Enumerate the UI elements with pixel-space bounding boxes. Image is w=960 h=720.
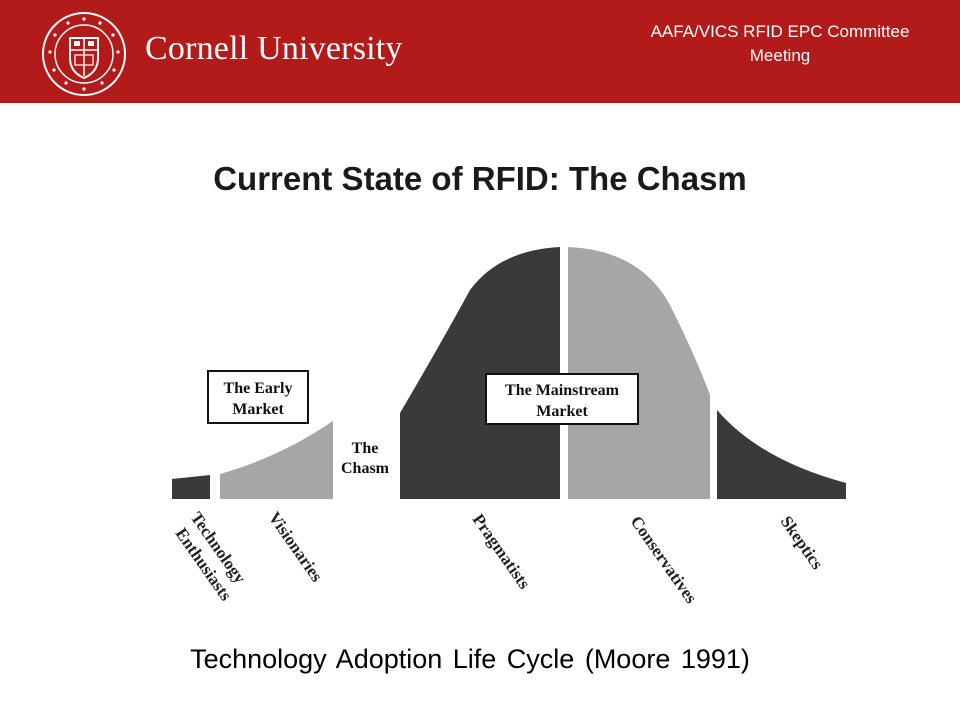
segment-enthusiasts-area: [172, 475, 210, 499]
adoption-curve-diagram: The Early Market The Mainstream Market T…: [172, 247, 846, 607]
segment-label-conservatives: Conservatives: [627, 512, 701, 607]
chasm-label-2: Chasm: [341, 460, 390, 477]
cornell-seal-icon: [42, 12, 126, 96]
mainstream-label-1: The Mainstream: [505, 382, 620, 399]
segment-label-pragmatists: Pragmatists: [469, 510, 535, 592]
early-market-label-2: Market: [232, 401, 284, 418]
early-market-label-1: The Early: [224, 380, 293, 397]
meeting-title-line1: AAFA/VICS RFID EPC Committee: [650, 22, 910, 41]
brand-name[interactable]: Cornell University: [145, 30, 403, 67]
segment-label-skeptics: Skeptics: [777, 512, 827, 573]
meeting-title-line2: Meeting: [749, 46, 811, 65]
meeting-title: AAFA/VICS RFID EPC Committee Meeting: [600, 20, 960, 68]
mainstream-label-2: Market: [536, 403, 588, 420]
segment-visionaries-area: [220, 421, 333, 499]
segment-label-visionaries: Visionaries: [265, 508, 327, 585]
mainstream-market-box: [485, 373, 639, 425]
early-market-box: [207, 370, 309, 424]
header-bar: Cornell University AAFA/VICS RFID EPC Co…: [0, 0, 960, 103]
slide-caption: Technology Adoption Life Cycle (Moore 19…: [190, 644, 750, 674]
segment-skeptics-area: [717, 410, 846, 499]
slide-title: Current State of RFID: The Chasm: [213, 160, 747, 197]
segment-pragmatists-area: [400, 247, 560, 499]
chasm-label-1: The: [352, 440, 379, 457]
